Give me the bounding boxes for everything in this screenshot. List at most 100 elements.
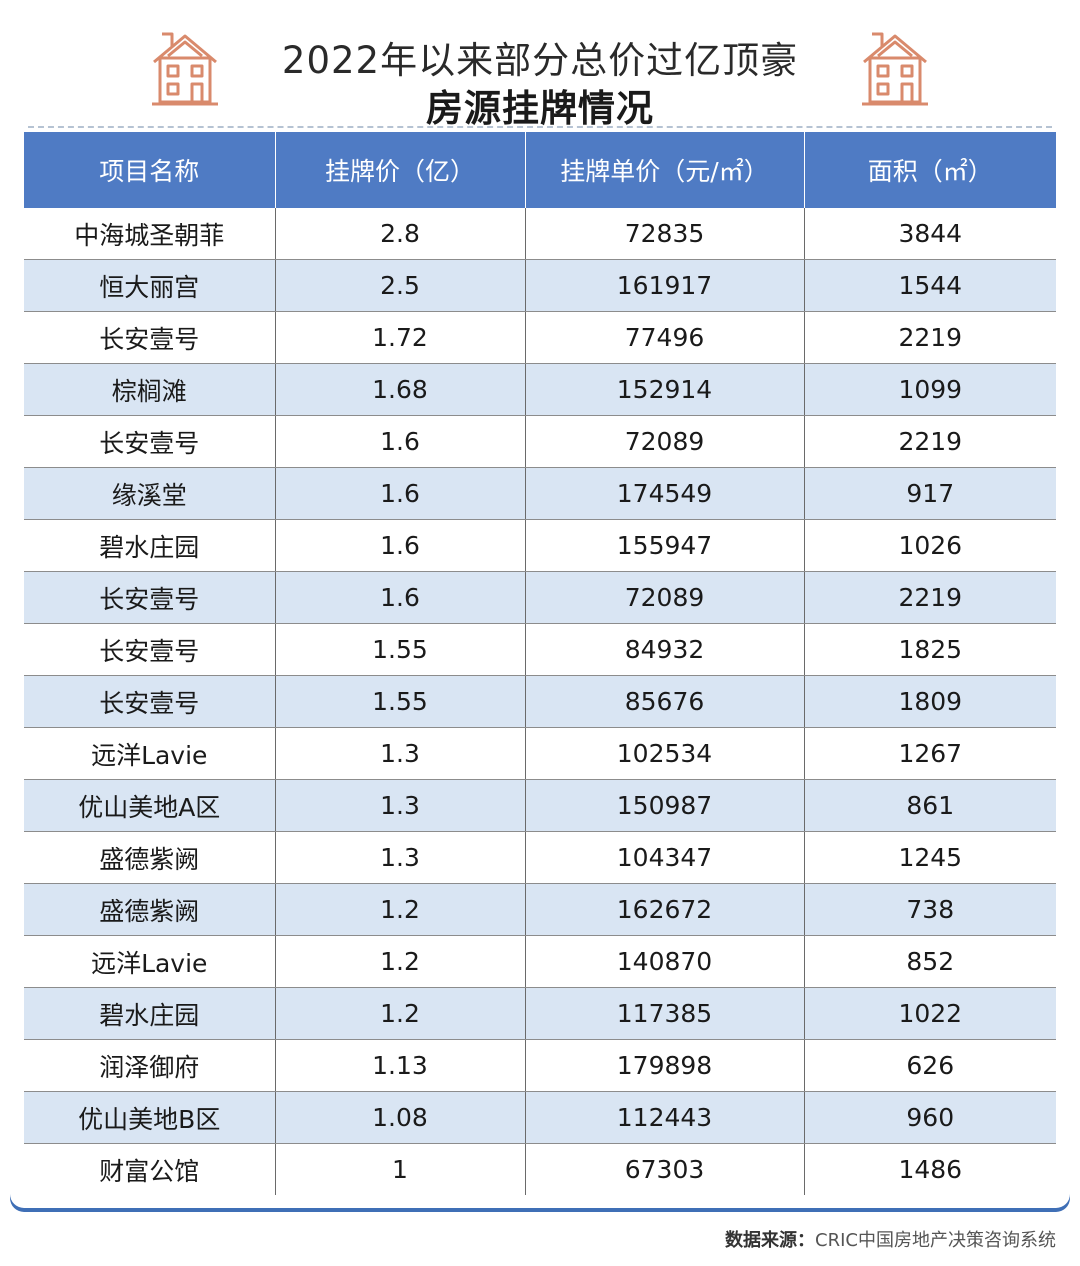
column-header: 项目名称 [24, 132, 276, 208]
table-cell: 67303 [525, 1143, 805, 1195]
table-cell: 155947 [525, 519, 805, 572]
table-cell: 72835 [525, 208, 805, 260]
table-cell: 盛德紫阙 [24, 831, 276, 884]
table-cell: 1099 [804, 363, 1056, 416]
table-cell: 2219 [804, 571, 1056, 624]
table-row: 长安壹号 1.6 72089 2219 [24, 415, 1056, 468]
table-cell: 1.13 [275, 1039, 526, 1092]
table-cell: 1.6 [275, 519, 526, 572]
table-cell: 中海城圣朝菲 [24, 208, 276, 260]
table-cell: 2219 [804, 311, 1056, 364]
table-cell: 161917 [525, 259, 805, 312]
table-cell: 1.3 [275, 779, 526, 832]
table-row: 远洋Lavie 1.3 102534 1267 [24, 727, 1056, 780]
table-cell: 1.2 [275, 935, 526, 988]
table-row: 长安壹号 1.72 77496 2219 [24, 311, 1056, 364]
table-cell: 72089 [525, 415, 805, 468]
table-row: 长安壹号 1.55 85676 1809 [24, 675, 1056, 728]
table-cell: 润泽御府 [24, 1039, 276, 1092]
table-cell: 1267 [804, 727, 1056, 780]
table-cell: 72089 [525, 571, 805, 624]
table-cell: 1.6 [275, 415, 526, 468]
table-body: 中海城圣朝菲 2.8 72835 3844 恒大丽宫 2.5 161917 1544 长安壹号 1… [24, 208, 1056, 1195]
table-cell: 棕榈滩 [24, 363, 276, 416]
table-row: 财富公馆 1 67303 1486 [24, 1143, 1056, 1195]
table-cell: 盛德紫阙 [24, 883, 276, 936]
table-cell: 112443 [525, 1091, 805, 1144]
table-cell: 852 [804, 935, 1056, 988]
data-source-note: 数据来源：CRIC中国房地产决策咨询系统 [725, 1226, 1056, 1252]
table-cell: 碧水庄园 [24, 519, 276, 572]
title-area: 2022年以来部分总价过亿顶豪 房源挂牌情况 [10, 8, 1070, 130]
table-row: 盛德紫阙 1.2 162672 738 [24, 883, 1056, 936]
title-line1: 2022年以来部分总价过亿顶豪 [281, 39, 799, 82]
table-cell: 102534 [525, 727, 805, 780]
table-cell: 140870 [525, 935, 805, 988]
table-cell: 150987 [525, 779, 805, 832]
table-cell: 优山美地B区 [24, 1091, 276, 1144]
table-row: 优山美地B区 1.08 112443 960 [24, 1091, 1056, 1144]
table-cell: 1022 [804, 987, 1056, 1040]
table-row: 棕榈滩 1.68 152914 1099 [24, 363, 1056, 416]
table-row: 长安壹号 1.6 72089 2219 [24, 571, 1056, 624]
table-cell: 1.3 [275, 727, 526, 780]
table-cell: 1245 [804, 831, 1056, 884]
table-cell: 1.3 [275, 831, 526, 884]
table-cell: 1.72 [275, 311, 526, 364]
table-cell: 长安壹号 [24, 415, 276, 468]
table-cell: 1.6 [275, 467, 526, 520]
table-cell: 738 [804, 883, 1056, 936]
column-header: 挂牌价（亿） [275, 132, 526, 208]
table-cell: 104347 [525, 831, 805, 884]
table-cell: 1825 [804, 623, 1056, 676]
table-row: 润泽御府 1.13 179898 626 [24, 1039, 1056, 1092]
table-cell: 碧水庄园 [24, 987, 276, 1040]
table-cell: 优山美地A区 [24, 779, 276, 832]
table-cell: 1.2 [275, 987, 526, 1040]
table-cell: 1 [275, 1143, 526, 1195]
table-cell: 长安壹号 [24, 311, 276, 364]
source-text: CRIC中国房地产决策咨询系统 [815, 1230, 1056, 1251]
table-cell: 长安壹号 [24, 571, 276, 624]
column-header: 面积（㎡） [804, 132, 1056, 208]
table-row: 碧水庄园 1.6 155947 1026 [24, 519, 1056, 572]
listing-table: 项目名称 挂牌价（亿） 挂牌单价（元/㎡） 面积（㎡） 中海城圣朝菲 2.8 728… [24, 132, 1056, 1195]
table-cell: 861 [804, 779, 1056, 832]
table-cell: 162672 [525, 883, 805, 936]
table-cell: 77496 [525, 311, 805, 364]
table-cell: 缘溪堂 [24, 467, 276, 520]
table-cell: 1.55 [275, 623, 526, 676]
table-cell: 1486 [898, 1155, 963, 1184]
table-cell: 1.68 [275, 363, 526, 416]
table-cell: 179898 [525, 1039, 805, 1092]
table-cell: 2.5 [275, 259, 526, 312]
table-cell: 117385 [525, 987, 805, 1040]
table-card: 2022年以来部分总价过亿顶豪 房源挂牌情况 [10, 8, 1070, 1208]
table-row: 优山美地A区 1.3 150987 861 [24, 779, 1056, 832]
title-line2: 房源挂牌情况 [426, 87, 654, 130]
table-cell: 2219 [804, 415, 1056, 468]
table-row: 缘溪堂 1.6 174549 917 [24, 467, 1056, 520]
table-row: 中海城圣朝菲 2.8 72835 3844 [24, 208, 1056, 260]
table-cell: 1544 [804, 259, 1056, 312]
house-icon [152, 32, 218, 106]
table-row: 长安壹号 1.55 84932 1825 [24, 623, 1056, 676]
table-cell: 84932 [525, 623, 805, 676]
house-icon [862, 32, 928, 106]
table-row: 碧水庄园 1.2 117385 1022 [24, 987, 1056, 1040]
table-cell: 1026 [804, 519, 1056, 572]
table-cell: 1809 [804, 675, 1056, 728]
table-cell: 远洋Lavie [24, 727, 276, 780]
table-row: 远洋Lavie 1.2 140870 852 [24, 935, 1056, 988]
title-divider [28, 126, 1052, 128]
table-cell: 1.55 [275, 675, 526, 728]
source-label: 数据来源： [725, 1230, 816, 1251]
table-cell: 1.6 [275, 571, 526, 624]
table-cell: 远洋Lavie [24, 935, 276, 988]
table-cell: 长安壹号 [24, 623, 276, 676]
table-row: 恒大丽宫 2.5 161917 1544 [24, 259, 1056, 312]
table-header-row: 项目名称 挂牌价（亿） 挂牌单价（元/㎡） 面积（㎡） [24, 132, 1056, 208]
table-cell: 626 [804, 1039, 1056, 1092]
table-cell: 174549 [525, 467, 805, 520]
table-cell: 152914 [525, 363, 805, 416]
